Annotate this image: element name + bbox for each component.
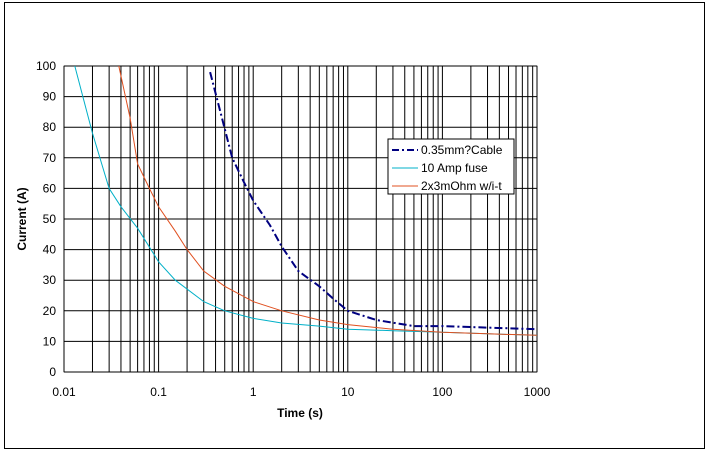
series-lines (74, 65, 538, 336)
y-tick-label: 70 (43, 151, 57, 165)
x-tick-label: 10 (341, 385, 355, 399)
x-tick-label: 0.01 (52, 385, 76, 399)
y-tick-label: 30 (43, 273, 57, 287)
x-axis-title: Time (s) (277, 406, 323, 420)
legend-box (387, 138, 515, 195)
y-tick-label: 0 (49, 365, 56, 379)
tick-labels: 0.01 0.1 1 10 100 1000 0 10 20 30 40 50 60 70 80 90 100 (36, 59, 551, 399)
y-tick-label: 40 (43, 243, 57, 257)
y-tick-label: 20 (43, 304, 57, 318)
legend-label-2: 10 Amp fuse (421, 161, 488, 175)
y-axis-title: Current (A) (15, 187, 29, 250)
legend-label-1: 0.35mm?Cable (421, 143, 503, 157)
y-tick-label: 10 (43, 334, 57, 348)
series-line-2 (74, 65, 538, 336)
y-tick-label: 80 (43, 120, 57, 134)
gridlines (63, 65, 538, 373)
series-line-1 (209, 71, 538, 331)
x-tick-label: 0.1 (150, 385, 167, 399)
x-tick-label: 1 (250, 385, 257, 399)
series-line-3 (118, 65, 538, 336)
y-tick-label: 50 (43, 212, 57, 226)
x-tick-label: 100 (432, 385, 452, 399)
y-tick-label: 90 (43, 90, 57, 104)
legend-label-3: 2x3mOhm w/i-t (421, 179, 502, 193)
legend-items: 0.35mm?Cable 10 Amp fuse 2x3mOhm w/i-t (392, 143, 503, 193)
y-tick-label: 100 (36, 59, 56, 73)
y-tick-label: 60 (43, 181, 57, 195)
x-tick-label: 1000 (524, 385, 551, 399)
legend: 0.35mm?Cable 10 Amp fuse 2x3mOhm w/i-t (387, 138, 515, 195)
